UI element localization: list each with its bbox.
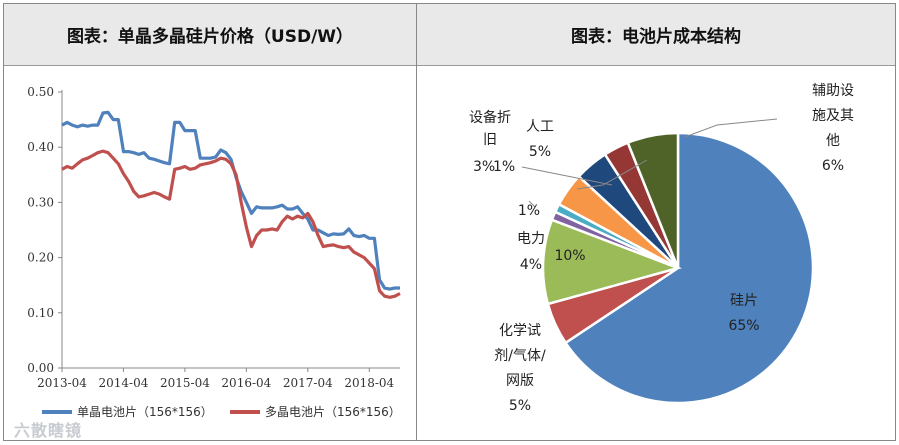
label-one-pct-1: 1% [518, 203, 540, 219]
leader-line-4 [528, 200, 536, 208]
legend-label-2: 多晶电池片（156*156） [265, 405, 401, 419]
label-green-slice-1: 10% [554, 248, 585, 264]
label-depreciation-pct-1: 3% [473, 159, 495, 175]
label-labor-2: 5% [529, 144, 551, 160]
price-line-chart: 0.00 0.10 0.20 0.30 0.40 0.50 2013-04 2014-04 2… [27, 85, 401, 419]
label-chemicals-4: 5% [509, 398, 531, 414]
leader-line-3 [521, 166, 613, 186]
label-depreciation-1: 设备折 [469, 109, 511, 126]
pie-slice-1 [563, 131, 815, 405]
x-tick-label: 2018-04 [344, 376, 394, 390]
label-chemicals-3: 网版 [506, 373, 534, 389]
figure-frame [3, 3, 896, 441]
x-tick-label: 2014-04 [99, 376, 149, 390]
y-tick-label: 0.40 [27, 140, 54, 154]
label-power-1: 电力 [517, 231, 545, 247]
panel-divider [416, 3, 417, 441]
label-labor-1: 人工 [526, 119, 554, 135]
series-line-2 [61, 149, 401, 299]
cost-pie-chart: 硅片65%化学试剂/气体/网版5%10%电力4%1%设备折旧3%1%人工5%辅助… [469, 83, 854, 414]
y-tick-label: 0.00 [27, 361, 54, 375]
pie-slice-3 [541, 218, 683, 306]
pie-slice-9 [626, 131, 680, 269]
label-aux-4: 6% [822, 158, 844, 174]
y-tick-label: 0.10 [27, 306, 54, 320]
label-aux-3: 他 [826, 133, 840, 149]
left-chart-title: 图表：单晶多晶硅片价格（USD/W） [4, 4, 416, 66]
label-aux-2: 施及其 [812, 108, 854, 124]
label-silicon-2: 65% [728, 318, 759, 334]
x-tick-label: 2017-04 [283, 376, 333, 390]
y-tick-label: 0.30 [27, 195, 54, 209]
label-aux-1: 辅助设 [812, 83, 854, 99]
label-chemicals-1: 化学试 [499, 323, 541, 339]
watermark: 六散瞎镜 [14, 421, 83, 440]
leader-line-2 [684, 118, 778, 138]
x-tick-label: 2016-04 [221, 376, 271, 390]
leader-line-1 [576, 159, 648, 190]
x-tick-label: 2013-04 [37, 376, 87, 390]
label-silicon-1: 硅片 [730, 293, 758, 309]
y-tick-label: 0.50 [27, 85, 54, 99]
label-overlap-pct-1: 1% [493, 159, 515, 175]
right-chart-title: 图表：电池片成本结构 [417, 4, 895, 66]
label-chemicals-2: 剂/气体/ [494, 348, 546, 364]
label-depreciation-2: 旧 [483, 132, 497, 148]
legend-label-1: 单晶电池片（156*156） [77, 405, 213, 419]
label-power-2: 4% [520, 257, 542, 273]
y-tick-label: 0.20 [27, 251, 54, 265]
series-line-1 [61, 110, 400, 291]
x-tick-label: 2015-04 [160, 376, 210, 390]
